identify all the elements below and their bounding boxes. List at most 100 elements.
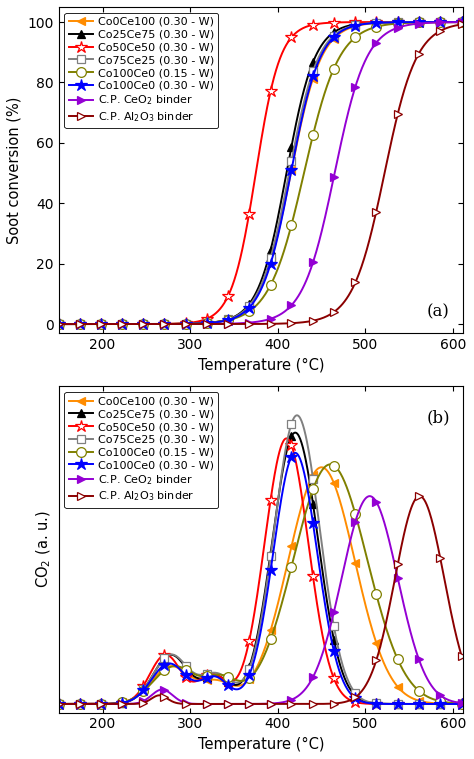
Co100Ce0 (0.30 - W) (459, 699, 465, 708)
Co50Ce50 (0.30 - W) (127, 320, 133, 329)
C.P. CeO$_2$ binder (359, 63, 365, 72)
C.P. CeO$_2$ binder (293, 693, 299, 702)
C.P. CeO$_2$ binder (238, 319, 244, 328)
Co50Ce50 (0.30 - W) (159, 651, 165, 660)
Co100Ce0 (0.15 - W) (293, 202, 299, 211)
Co75Ce25 (0.30 - W) (293, 133, 299, 142)
Co75Ce25 (0.30 - W) (325, 37, 331, 46)
Line: C.P. CeO$_2$ binder: C.P. CeO$_2$ binder (55, 18, 466, 328)
C.P. CeO$_2$ binder (56, 699, 62, 708)
Co0Ce100 (0.30 - W) (159, 320, 165, 329)
Co50Ce50 (0.30 - W) (56, 699, 62, 708)
Co25Ce75 (0.30 - W) (326, 606, 331, 615)
X-axis label: Temperature (°C): Temperature (°C) (198, 737, 324, 752)
Line: Co25Ce75 (0.30 - W): Co25Ce75 (0.30 - W) (55, 18, 466, 328)
C.P. CeO$_2$ binder (459, 17, 465, 27)
Line: Co75Ce25 (0.30 - W): Co75Ce25 (0.30 - W) (55, 411, 466, 708)
Co100Ce0 (0.15 - W) (325, 79, 331, 88)
C.P. Al$_2$O$_3$ binder (159, 691, 165, 701)
Co100Ce0 (0.30 - W) (459, 17, 465, 27)
Co75Ce25 (0.30 - W) (159, 656, 165, 665)
Co0Ce100 (0.30 - W) (127, 320, 133, 329)
Co25Ce75 (0.30 - W) (127, 696, 133, 705)
C.P. Al$_2$O$_3$ binder (127, 699, 133, 708)
Co25Ce75 (0.30 - W) (159, 656, 165, 665)
Co50Ce50 (0.30 - W) (238, 665, 244, 674)
Co50Ce50 (0.30 - W) (127, 695, 133, 704)
C.P. CeO$_2$ binder (359, 499, 365, 509)
C.P. CeO$_2$ binder (127, 699, 133, 708)
Y-axis label: Soot conversion (%): Soot conversion (%) (7, 96, 22, 244)
Co0Ce100 (0.30 - W) (459, 17, 465, 27)
Y-axis label: CO$_2$ (a. u.): CO$_2$ (a. u.) (35, 511, 53, 588)
Co100Ce0 (0.30 - W) (238, 310, 244, 319)
Co75Ce25 (0.30 - W) (326, 588, 331, 597)
Co50Ce50 (0.30 - W) (359, 17, 365, 27)
Co50Ce50 (0.30 - W) (326, 657, 331, 666)
Co100Ce0 (0.30 - W) (56, 699, 62, 708)
Co25Ce75 (0.30 - W) (127, 320, 133, 329)
Co0Ce100 (0.30 - W) (238, 309, 244, 318)
Co50Ce50 (0.30 - W) (459, 17, 465, 27)
Co75Ce25 (0.30 - W) (127, 320, 133, 329)
Co25Ce75 (0.30 - W) (360, 696, 365, 705)
Co0Ce100 (0.30 - W) (293, 142, 299, 151)
Co25Ce75 (0.30 - W) (293, 118, 299, 128)
C.P. Al$_2$O$_3$ binder (238, 699, 244, 708)
Co0Ce100 (0.30 - W) (127, 695, 133, 704)
Co25Ce75 (0.30 - W) (294, 429, 300, 438)
Line: Co50Ce50 (0.30 - W): Co50Ce50 (0.30 - W) (53, 432, 468, 710)
Line: C.P. Al$_2$O$_3$ binder: C.P. Al$_2$O$_3$ binder (55, 20, 466, 328)
Co50Ce50 (0.30 - W) (294, 462, 300, 471)
Co100Ce0 (0.15 - W) (459, 17, 465, 27)
Co100Ce0 (0.15 - W) (238, 311, 244, 320)
Co100Ce0 (0.30 - W) (159, 320, 165, 329)
Co100Ce0 (0.30 - W) (159, 662, 165, 671)
Co50Ce50 (0.30 - W) (284, 434, 290, 443)
Co50Ce50 (0.30 - W) (238, 250, 244, 260)
Co100Ce0 (0.15 - W) (359, 28, 365, 37)
Legend: Co0Ce100 (0.30 - W), Co25Ce75 (0.30 - W), Co50Ce50 (0.30 - W), Co75Ce25 (0.30 - : Co0Ce100 (0.30 - W), Co25Ce75 (0.30 - W)… (64, 392, 219, 508)
Co25Ce75 (0.30 - W) (459, 699, 465, 708)
Co100Ce0 (0.15 - W) (159, 320, 165, 329)
Co100Ce0 (0.15 - W) (127, 320, 133, 329)
Co25Ce75 (0.30 - W) (238, 308, 244, 317)
Co75Ce25 (0.30 - W) (294, 411, 300, 420)
Co25Ce75 (0.30 - W) (325, 33, 331, 42)
Co100Ce0 (0.30 - W) (127, 696, 133, 705)
Co0Ce100 (0.30 - W) (459, 699, 465, 708)
Line: Co0Ce100 (0.30 - W): Co0Ce100 (0.30 - W) (55, 463, 466, 708)
Line: Co100Ce0 (0.15 - W): Co100Ce0 (0.15 - W) (54, 17, 466, 329)
Co0Ce100 (0.30 - W) (360, 590, 365, 599)
Co0Ce100 (0.30 - W) (238, 681, 244, 690)
C.P. Al$_2$O$_3$ binder (325, 699, 331, 708)
Co100Ce0 (0.30 - W) (325, 39, 331, 49)
Co100Ce0 (0.30 - W) (56, 320, 62, 329)
Co100Ce0 (0.30 - W) (294, 449, 300, 458)
Text: (a): (a) (427, 303, 450, 320)
Co100Ce0 (0.15 - W) (360, 537, 365, 546)
Co25Ce75 (0.30 - W) (159, 320, 165, 329)
C.P. Al$_2$O$_3$ binder (56, 699, 62, 708)
Co0Ce100 (0.30 - W) (56, 699, 62, 708)
Co50Ce50 (0.30 - W) (159, 320, 165, 329)
C.P. Al$_2$O$_3$ binder (417, 492, 422, 501)
Co100Ce0 (0.30 - W) (238, 683, 244, 692)
Co100Ce0 (0.30 - W) (360, 698, 365, 707)
C.P. CeO$_2$ binder (127, 320, 133, 329)
C.P. Al$_2$O$_3$ binder (459, 20, 465, 29)
Co25Ce75 (0.30 - W) (459, 17, 465, 27)
Co75Ce25 (0.30 - W) (238, 309, 244, 318)
Co100Ce0 (0.15 - W) (56, 699, 62, 708)
C.P. CeO$_2$ binder (56, 320, 62, 329)
Co50Ce50 (0.30 - W) (325, 18, 331, 27)
Co75Ce25 (0.30 - W) (159, 320, 165, 329)
Co0Ce100 (0.30 - W) (293, 522, 299, 531)
Co50Ce50 (0.30 - W) (360, 699, 365, 708)
X-axis label: Temperature (°C): Temperature (°C) (198, 357, 324, 373)
Line: Co0Ce100 (0.30 - W): Co0Ce100 (0.30 - W) (55, 18, 466, 328)
Co25Ce75 (0.30 - W) (56, 699, 62, 708)
C.P. Al$_2$O$_3$ binder (127, 320, 133, 329)
Co75Ce25 (0.30 - W) (56, 699, 62, 708)
Co100Ce0 (0.15 - W) (325, 461, 331, 470)
